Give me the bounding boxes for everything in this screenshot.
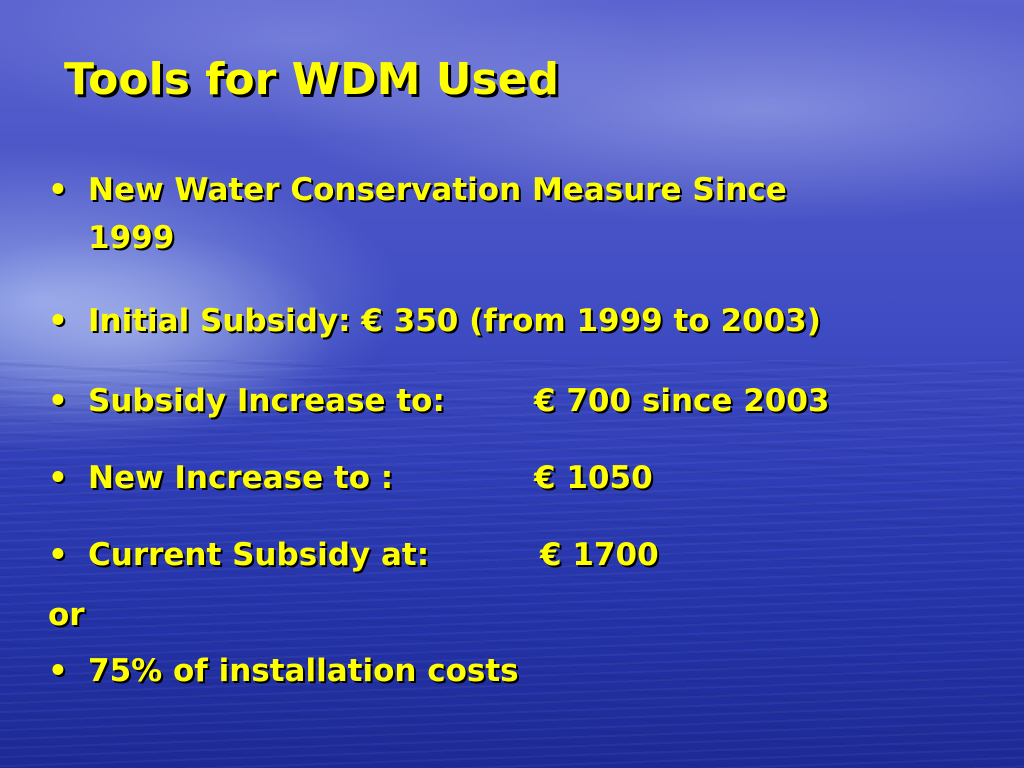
bullet-item-5-label: Current Subsidy at: [88,537,430,573]
bullet-dot-icon: • [48,383,68,419]
bullet-item-6: 75% of installation costs [88,653,519,689]
bullet-item-1-line-2: 1999 [88,220,175,256]
bullet-dot-icon: • [48,303,68,339]
bullet-dot-icon: • [48,460,68,496]
bullet-item-2: Initial Subsidy: € 350 (from 1999 to 200… [88,303,821,339]
bullet-item-4-value: € 1050 [534,460,653,496]
bullet-item-3-label: Subsidy Increase to: [88,383,445,419]
water-texture [0,360,1024,768]
bullet-dot-icon: • [48,172,68,208]
or-separator: or [48,597,85,633]
bullet-dot-icon: • [48,653,68,689]
slide-title: Tools for WDM Used [64,54,560,105]
bullet-dot-icon: • [48,537,68,573]
bullet-item-3-value: € 700 since 2003 [534,383,830,419]
bullet-item-1-line-1: New Water Conservation Measure Since [88,172,787,208]
bullet-item-4-label: New Increase to : [88,460,394,496]
background-glow [0,230,340,430]
bullet-item-5-value: € 1700 [540,537,659,573]
